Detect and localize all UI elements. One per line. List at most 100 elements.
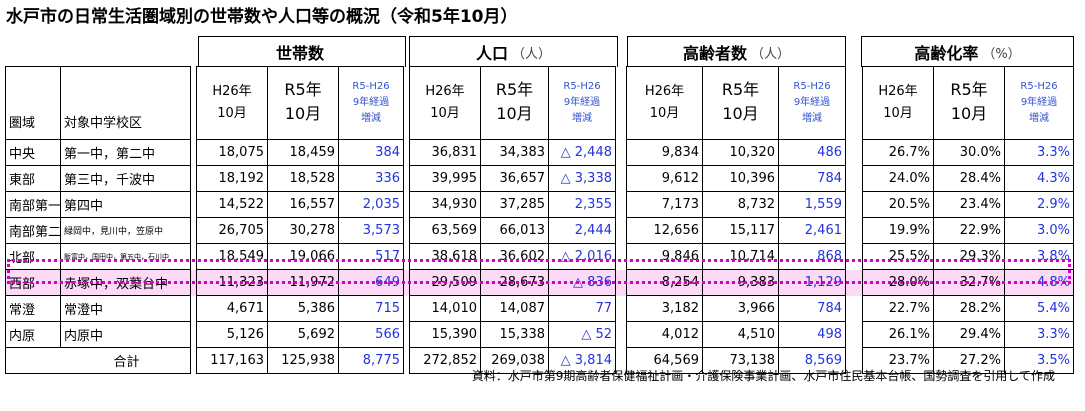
population-r5-total: 269,038 [480,347,549,374]
elderly-diff-cell: 486 [778,139,846,166]
population-h26-cell: 39,995 [409,165,481,192]
school-cell: 内原中 [60,321,191,348]
area-cell: 南部第二 [5,217,61,244]
aging-rate-h26-cell: 28.0% [862,269,934,296]
elderly-h26-cell: 7,173 [626,191,703,218]
total-label: 合計 [5,347,191,374]
households-r5-cell: 18,528 [267,165,339,192]
elderly-r5-cell: 3,966 [702,295,779,322]
population-r5-cell: 34,383 [480,139,549,166]
population-diff-cell: △ 2,016 [548,243,616,270]
school-cell: 常澄中 [60,295,191,322]
aging-rate-h26-cell: 20.5% [862,191,934,218]
table-row: 南部第二 緑岡中，見川中，笠原中 26,705 30,278 3,573 63,569 66… [5,217,1074,244]
school-cell: 赤塚中，双葉台中 [60,269,191,296]
table-row: 常澄 常澄中 4,671 5,386 715 14,010 14,087 77 3,182 3,9… [5,295,1074,322]
aging-rate-diff-cell: 3.0% [1004,217,1074,244]
aging-rate-h26-total: 23.7% [862,347,934,374]
header-diff: R5-H26 9年経過 増減 [548,66,616,140]
header-r5: R5年 10月 [933,66,1005,140]
households-diff-cell: 649 [338,269,404,296]
area-cell: 内原 [5,321,61,348]
column-gap [615,165,627,192]
households-r5-cell: 19,066 [267,243,339,270]
aging-rate-r5-cell: 30.0% [933,139,1005,166]
population-h26-cell: 34,930 [409,191,481,218]
column-gap [615,295,627,322]
aging-rate-r5-cell: 28.2% [933,295,1005,322]
table-row: 内原 内原中 5,126 5,692 566 15,390 15,338 △ 52 4,012 4… [5,321,1074,348]
group-header-households: 世帯数 [198,36,406,67]
header-diff: R5-H26 9年経過 増減 [338,66,404,140]
header-r5: R5年 10月 [702,66,779,140]
elderly-diff-cell: 784 [778,295,846,322]
households-diff-cell: 3,573 [338,217,404,244]
population-h26-cell: 63,569 [409,217,481,244]
aging-rate-r5-cell: 28.4% [933,165,1005,192]
households-diff-cell: 336 [338,165,404,192]
area-cell: 北部 [5,243,61,270]
table-row: 東部 第三中，千波中 18,192 18,528 336 39,995 36,657 △ 3,… [5,165,1074,192]
group-header-population: 人口 （人） [409,36,618,67]
elderly-diff-cell: 2,461 [778,217,846,244]
header-r5: R5年 10月 [267,66,339,140]
aging-rate-h26-cell: 24.0% [862,165,934,192]
aging-rate-r5-cell: 29.3% [933,243,1005,270]
population-r5-cell: 14,087 [480,295,549,322]
elderly-h26-cell: 12,656 [626,217,703,244]
header-r5: R5年 10月 [480,66,549,140]
households-h26-cell: 26,705 [196,217,268,244]
elderly-h26-cell: 9,834 [626,139,703,166]
table-row: 西部 赤塚中，双葉台中 11,323 11,972 649 29,509 28,673 △ 8… [5,269,1074,296]
elderly-r5-cell: 10,396 [702,165,779,192]
group-unit: （人） [512,46,552,62]
elderly-r5-cell: 9,383 [702,269,779,296]
school-cell: 第一中，第二中 [60,139,191,166]
elderly-diff-total: 8,569 [778,347,846,374]
elderly-diff-cell: 1,559 [778,191,846,218]
population-r5-cell: 15,338 [480,321,549,348]
elderly-r5-cell: 4,510 [702,321,779,348]
households-diff-cell: 566 [338,321,404,348]
households-diff-cell: 715 [338,295,404,322]
column-gap [615,269,627,296]
column-gap [845,321,863,348]
households-h26-cell: 18,075 [196,139,268,166]
elderly-h26-cell: 9,846 [626,243,703,270]
area-cell: 中央 [5,139,61,166]
aging-rate-r5-cell: 29.4% [933,321,1005,348]
aging-rate-r5-cell: 32.7% [933,269,1005,296]
aging-rate-diff-cell: 3.3% [1004,321,1074,348]
header-h26: H26年 10月 [862,66,934,140]
column-gap [845,269,863,296]
population-diff-cell: 77 [548,295,616,322]
population-r5-cell: 36,602 [480,243,549,270]
elderly-h26-cell: 4,012 [626,321,703,348]
column-gap [845,217,863,244]
households-diff-cell: 384 [338,139,404,166]
aging-rate-r5-cell: 22.9% [933,217,1005,244]
group-label: 人口 [475,44,508,63]
table-row: 北部 飯富中，国田中，第五中，石川中 18,549 19,066 517 38,618 36… [5,243,1074,270]
aging-rate-diff-cell: 3.8% [1004,243,1074,270]
school-cell: 第三中，千波中 [60,165,191,192]
population-h26-cell: 14,010 [409,295,481,322]
aging-rate-diff-total: 3.5% [1004,347,1074,374]
header-h26: H26年 10月 [409,66,481,140]
population-h26-cell: 29,509 [409,269,481,296]
population-diff-cell: 2,444 [548,217,616,244]
elderly-h26-cell: 9,612 [626,165,703,192]
source-note: 資料：水戸市第9期高齢者保健福祉計画・介護保険事業計画、水戸市住民基本台帳、国勢… [471,369,1055,383]
header-h26: H26年 10月 [626,66,703,140]
population-r5-cell: 36,657 [480,165,549,192]
column-gap [615,243,627,270]
aging-rate-diff-cell: 4.8% [1004,269,1074,296]
group-label: 世帯数 [275,44,324,63]
column-gap [845,243,863,270]
aging-rate-r5-total: 27.2% [933,347,1005,374]
header-diff: R5-H26 9年経過 増減 [1004,66,1074,140]
elderly-diff-cell: 784 [778,165,846,192]
table-row: 南部第一 第四中 14,522 16,557 2,035 34,930 37,285 2,35… [5,191,1074,218]
column-header-row: 圏域 対象中学校区 H26年 10月 R5年 10月 R5-H26 9年経過 増減 H2… [5,66,1074,140]
population-h26-cell: 36,831 [409,139,481,166]
